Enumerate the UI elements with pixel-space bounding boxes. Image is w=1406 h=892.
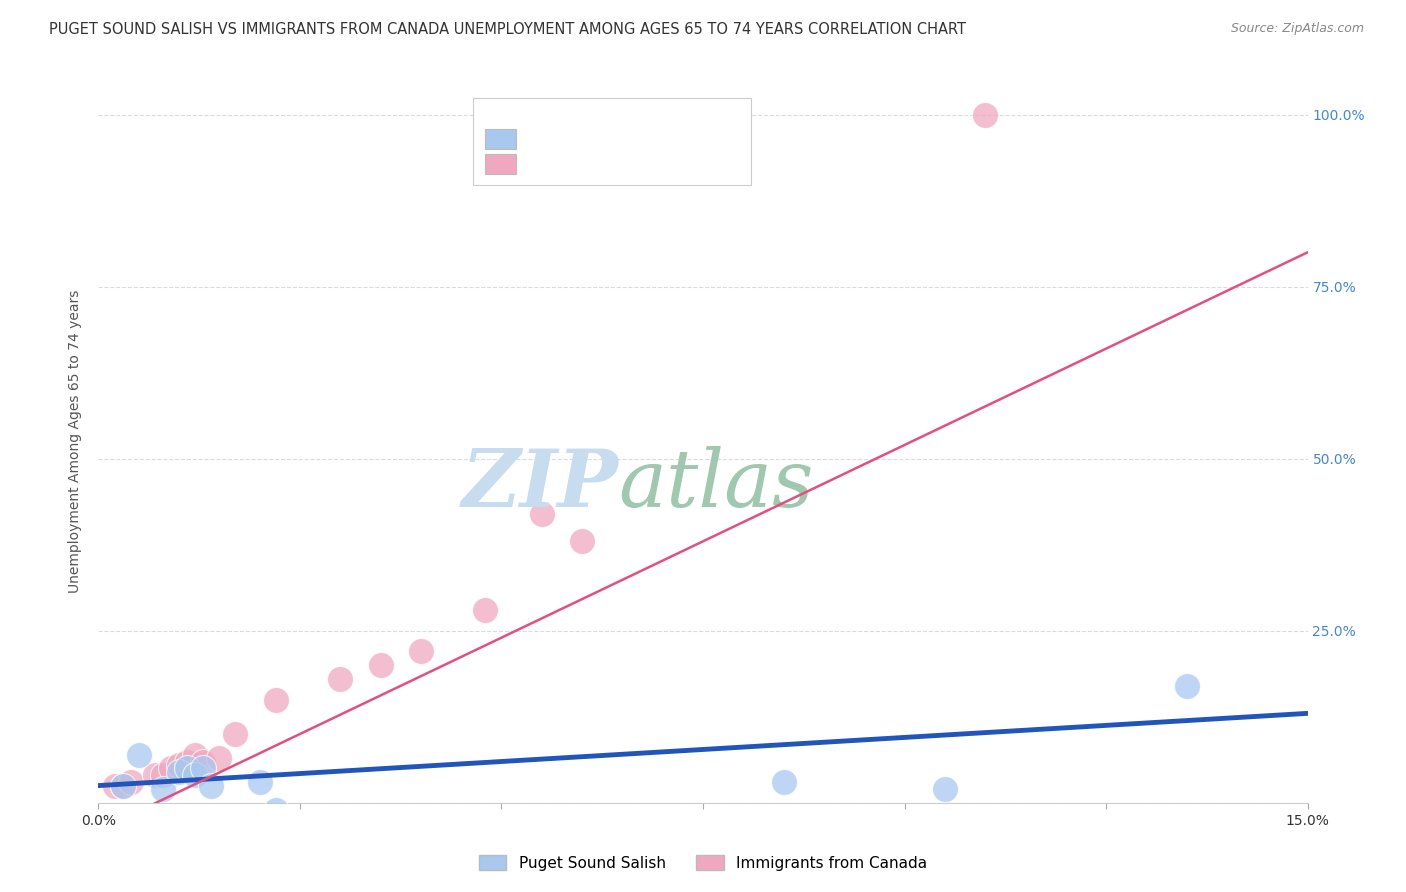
Point: [208, 751, 231, 765]
FancyBboxPatch shape: [474, 98, 751, 185]
Point: [143, 768, 166, 782]
Text: N =: N =: [613, 131, 661, 146]
Text: ZIP: ZIP: [461, 446, 619, 524]
Point: [111, 779, 134, 793]
FancyBboxPatch shape: [485, 154, 516, 174]
Point: [530, 507, 553, 521]
Point: [167, 764, 190, 779]
Point: [152, 782, 174, 797]
Point: [103, 779, 125, 793]
Point: [772, 775, 794, 789]
Text: N =: N =: [613, 157, 661, 171]
Text: 0.542: 0.542: [569, 131, 617, 146]
Point: [176, 755, 198, 769]
Point: [111, 779, 134, 793]
Point: [249, 775, 271, 789]
Point: [1175, 679, 1198, 693]
Point: [184, 768, 207, 782]
Point: [934, 782, 956, 797]
Text: 13: 13: [664, 131, 686, 146]
Point: [224, 727, 246, 741]
Text: atlas: atlas: [619, 446, 814, 524]
Point: [193, 755, 215, 769]
Y-axis label: Unemployment Among Ages 65 to 74 years: Unemployment Among Ages 65 to 74 years: [69, 290, 83, 593]
Point: [176, 761, 198, 775]
Point: [200, 779, 222, 793]
Point: [167, 758, 190, 772]
Point: [571, 534, 593, 549]
Text: 19: 19: [664, 157, 686, 171]
Text: R =: R =: [526, 157, 558, 171]
Text: PUGET SOUND SALISH VS IMMIGRANTS FROM CANADA UNEMPLOYMENT AMONG AGES 65 TO 74 YE: PUGET SOUND SALISH VS IMMIGRANTS FROM CA…: [49, 22, 966, 37]
Point: [160, 761, 183, 775]
Point: [120, 775, 142, 789]
Point: [474, 603, 496, 617]
Text: R =: R =: [526, 131, 558, 146]
FancyBboxPatch shape: [485, 128, 516, 149]
Point: [152, 768, 174, 782]
Point: [370, 658, 392, 673]
Point: [193, 761, 215, 775]
Legend: Puget Sound Salish, Immigrants from Canada: Puget Sound Salish, Immigrants from Cana…: [470, 846, 936, 880]
Point: [264, 692, 287, 706]
Point: [264, 803, 287, 817]
Point: [329, 672, 352, 686]
Text: 0.831: 0.831: [569, 157, 617, 171]
Point: [974, 108, 997, 122]
Point: [409, 644, 432, 658]
Text: Source: ZipAtlas.com: Source: ZipAtlas.com: [1230, 22, 1364, 36]
Point: [184, 747, 207, 762]
Point: [128, 747, 150, 762]
